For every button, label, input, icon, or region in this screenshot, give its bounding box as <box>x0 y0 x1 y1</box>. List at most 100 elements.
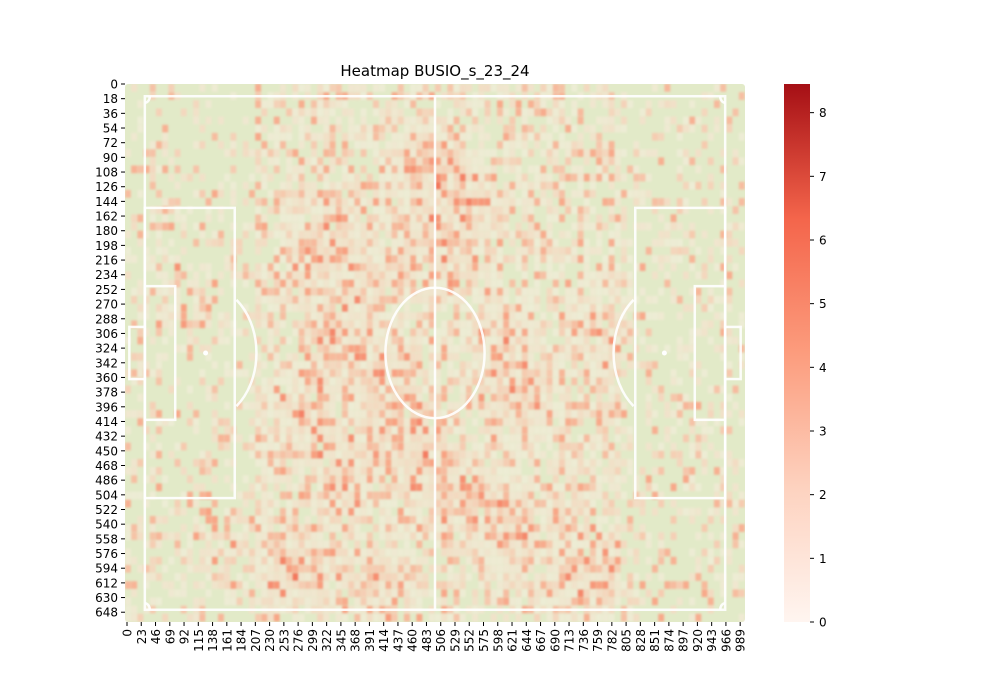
heatmap-cell <box>509 581 516 589</box>
heatmap-cell <box>596 312 603 320</box>
heatmap-cell <box>633 149 640 157</box>
heatmap-cell <box>565 149 572 157</box>
heatmap-cell <box>453 328 460 337</box>
heatmap-cell <box>484 410 491 418</box>
heatmap-cell <box>596 132 603 141</box>
heatmap-cell <box>404 564 410 573</box>
heatmap-cell <box>187 279 193 288</box>
heatmap-cell <box>416 206 423 214</box>
heatmap-cell <box>379 198 386 206</box>
heatmap-cell <box>447 369 454 377</box>
heatmap-cell <box>261 393 268 402</box>
heatmap-cell <box>577 255 584 263</box>
heatmap-cell <box>515 157 522 166</box>
heatmap-cell <box>441 540 448 549</box>
x-tick-label: 414 <box>377 629 391 652</box>
heatmap-cell <box>571 336 578 345</box>
heatmap-cell <box>652 271 658 280</box>
heatmap-cell <box>596 410 603 418</box>
heatmap-cell <box>211 132 218 141</box>
heatmap-cell <box>602 589 609 598</box>
heatmap-cell <box>267 320 274 329</box>
heatmap-cell <box>354 84 361 92</box>
heatmap-cell <box>652 344 658 353</box>
heatmap-cell <box>726 116 733 125</box>
heatmap-cell <box>484 287 491 296</box>
heatmap-cell <box>286 450 293 459</box>
heatmap-cell <box>137 613 144 622</box>
heatmap-cell <box>329 564 336 573</box>
heatmap-cell <box>435 255 441 263</box>
heatmap-cell <box>484 214 491 223</box>
heatmap-cell <box>596 589 603 598</box>
heatmap-cell <box>385 353 392 361</box>
heatmap-cell <box>335 320 342 329</box>
heatmap-cell <box>286 516 293 524</box>
heatmap-cell <box>614 450 621 459</box>
heatmap-cell <box>255 353 262 361</box>
heatmap-cell <box>528 393 534 402</box>
heatmap-cell <box>404 369 410 377</box>
heatmap-cell <box>391 564 398 573</box>
heatmap-cell <box>218 116 224 125</box>
heatmap-cell <box>447 230 454 239</box>
heatmap-cell <box>528 491 534 500</box>
heatmap-cell <box>335 459 342 467</box>
heatmap-cell <box>497 377 503 386</box>
heatmap-cell <box>187 499 193 508</box>
heatmap-cell <box>137 564 144 573</box>
heatmap-cell <box>342 499 348 508</box>
heatmap-cell <box>497 247 503 255</box>
heatmap-cell <box>286 287 293 296</box>
heatmap-cell <box>552 540 559 549</box>
heatmap-cell <box>410 230 417 239</box>
heatmap-cell <box>652 255 658 263</box>
heatmap-cell <box>614 434 621 443</box>
heatmap-cell <box>242 198 249 206</box>
heatmap-cell <box>559 450 565 459</box>
heatmap-cell <box>621 459 627 467</box>
heatmap-cell <box>131 132 138 141</box>
heatmap-cell <box>546 206 553 214</box>
heatmap-cell <box>428 589 435 598</box>
heatmap-cell <box>249 385 255 394</box>
heatmap-cell <box>428 393 435 402</box>
heatmap-cell <box>521 475 528 483</box>
heatmap-cell <box>236 548 243 557</box>
heatmap-cell <box>373 499 379 508</box>
heatmap-cell <box>348 450 355 459</box>
heatmap-cell <box>503 385 510 394</box>
heatmap-cell <box>273 597 280 606</box>
heatmap-cell <box>441 132 448 141</box>
heatmap-cell <box>534 132 541 141</box>
heatmap-cell <box>342 442 348 451</box>
heatmap-cell <box>441 613 448 622</box>
heatmap-cell <box>273 540 280 549</box>
heatmap-cell <box>193 532 200 540</box>
heatmap-cell <box>311 247 317 255</box>
heatmap-cell <box>497 344 503 353</box>
heatmap-cell <box>590 564 596 573</box>
heatmap-cell <box>366 198 373 206</box>
heatmap-cell <box>639 597 646 606</box>
x-tick-label: 621 <box>506 629 520 652</box>
heatmap-cell <box>614 312 621 320</box>
heatmap-cell <box>435 304 441 312</box>
heatmap-cell <box>397 442 404 451</box>
heatmap-cell <box>608 450 615 459</box>
heatmap-cell <box>317 524 324 532</box>
heatmap-cell <box>676 222 683 231</box>
heatmap-cell <box>441 516 448 524</box>
heatmap-cell <box>360 401 367 410</box>
heatmap-cell <box>304 271 311 280</box>
heatmap-cell <box>466 222 472 231</box>
heatmap-cell <box>552 459 559 467</box>
heatmap-cell <box>447 467 454 475</box>
heatmap-cell <box>162 304 169 312</box>
heatmap-cell <box>515 548 522 557</box>
heatmap-cell <box>726 198 733 206</box>
heatmap-cell <box>366 450 373 459</box>
heatmap-cell <box>627 336 634 345</box>
heatmap-cell <box>193 190 200 198</box>
